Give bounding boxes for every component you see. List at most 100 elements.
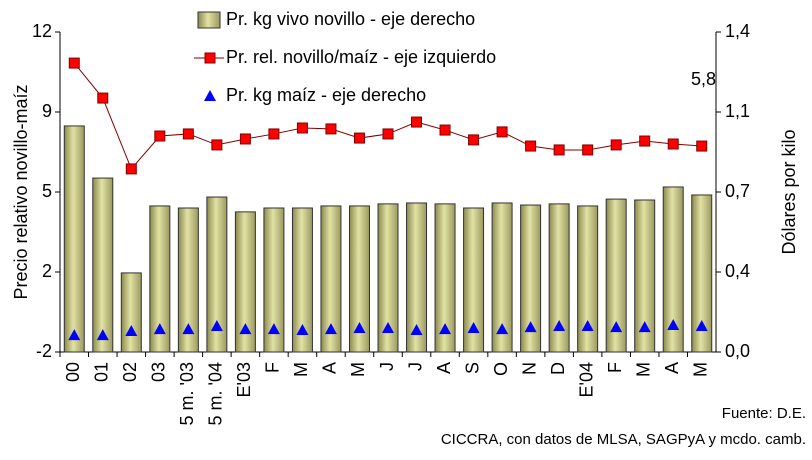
x-tick-label: E'04	[576, 362, 596, 397]
marker	[68, 329, 81, 341]
y2-tick-label: 0,0	[725, 341, 750, 361]
bar	[662, 186, 684, 353]
bar	[291, 207, 313, 353]
marker	[296, 324, 309, 336]
x-tick-label: M	[348, 362, 368, 377]
marker	[239, 323, 252, 335]
x-tick-label: 00	[63, 362, 83, 382]
bar	[120, 272, 142, 353]
marker	[467, 322, 480, 333]
marker	[696, 140, 708, 152]
y-tick-label: 12	[32, 21, 52, 41]
marker	[468, 134, 480, 146]
marker	[496, 323, 509, 335]
marker	[268, 128, 280, 140]
bar	[605, 198, 627, 353]
x-tick-label: A	[662, 362, 682, 374]
x-tick-label: 5 m. '03	[177, 362, 197, 425]
marker	[324, 323, 337, 335]
x-tick-label: O	[491, 362, 511, 376]
annotation: 5,8	[691, 69, 716, 89]
line	[73, 62, 702, 170]
marker	[210, 319, 223, 331]
bar	[348, 205, 370, 353]
marker	[125, 163, 137, 175]
y2-tick-label: 0,4	[725, 261, 750, 281]
x-tick-label: M	[633, 362, 653, 377]
x-tick-label: S	[462, 362, 482, 374]
marker	[382, 322, 394, 333]
marker	[154, 130, 166, 142]
marker	[353, 132, 365, 144]
y-axis-label: Precio relativo novillo-maíz	[11, 84, 31, 299]
source: CICCRA, con datos de MLSA, SAGPyA y mcdo…	[441, 431, 806, 448]
legend-swatch	[204, 90, 216, 101]
y2-tick-label: 1,1	[725, 101, 750, 121]
marker	[610, 139, 622, 151]
y-tick-label: 9	[42, 101, 52, 121]
bar	[577, 205, 599, 353]
marker	[68, 57, 80, 69]
marker	[525, 140, 537, 152]
marker	[581, 319, 594, 331]
x-tick-label: E'03	[234, 362, 254, 397]
legend-swatch	[204, 52, 216, 64]
marker	[695, 319, 708, 331]
y2-tick-label: 1,4	[725, 21, 750, 41]
marker	[667, 319, 680, 331]
x-tick-label: F	[605, 362, 625, 373]
marker	[96, 329, 109, 341]
bar	[149, 205, 171, 353]
marker	[610, 321, 623, 333]
marker	[125, 324, 138, 336]
marker	[639, 135, 651, 147]
marker	[382, 128, 394, 140]
marker	[524, 321, 537, 333]
marker	[97, 92, 109, 104]
legend-swatch	[197, 11, 221, 29]
y-tick-label: 2	[42, 261, 52, 281]
marker	[667, 138, 679, 150]
legend-label: Pr. kg maíz - eje derecho	[226, 85, 426, 105]
marker	[296, 122, 308, 134]
y2-tick-label: 0,7	[725, 181, 750, 201]
x-tick-label: M	[291, 362, 311, 377]
bar	[634, 199, 656, 353]
marker	[267, 323, 280, 335]
y2-axis-label: Dólares por kilo	[779, 129, 799, 254]
marker	[411, 116, 423, 128]
x-tick-label: A	[320, 362, 340, 374]
marker	[211, 139, 223, 151]
x-tick-label: 5 m. '04	[206, 362, 226, 425]
marker	[153, 323, 166, 335]
bar	[377, 203, 399, 353]
marker	[496, 126, 508, 138]
bar	[691, 194, 713, 353]
bar	[548, 203, 570, 353]
source: Fuente: D.E.	[722, 405, 806, 422]
x-tick-label: 02	[120, 362, 140, 382]
legend-label: Pr. kg vivo novillo - eje derecho	[226, 9, 475, 29]
marker	[353, 322, 366, 333]
x-tick-label: M	[690, 362, 710, 377]
bar	[234, 211, 256, 353]
marker	[638, 321, 651, 333]
marker	[439, 323, 452, 335]
bar	[92, 177, 114, 353]
x-tick-label: N	[519, 362, 539, 375]
x-tick-label: J	[377, 362, 397, 371]
bar	[320, 205, 342, 353]
bar	[177, 207, 199, 353]
bar	[463, 207, 485, 353]
x-tick-label: J	[405, 362, 425, 371]
marker	[239, 133, 251, 145]
marker	[182, 128, 194, 140]
bar	[406, 202, 428, 353]
marker	[182, 323, 195, 335]
x-tick-label: D	[548, 362, 568, 375]
bar	[206, 196, 228, 353]
bar	[263, 207, 285, 353]
legend-label: Pr. rel. novillo/maíz - eje izquierdo	[226, 47, 496, 67]
marker	[439, 124, 451, 136]
